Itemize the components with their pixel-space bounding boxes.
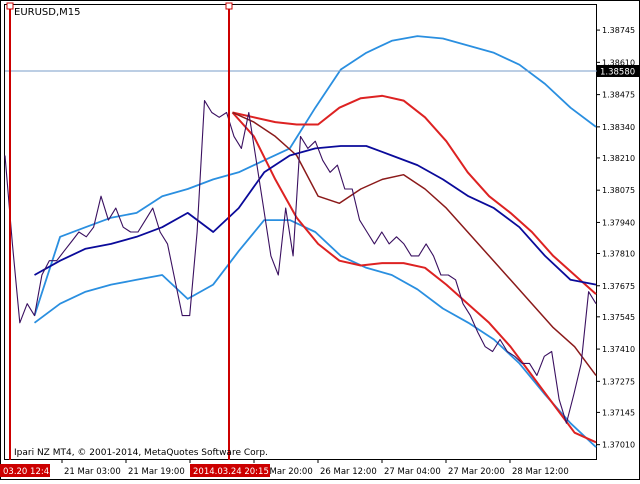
price-tick-label: 1.38610 [602, 58, 635, 67]
price-tick-label: 1.37545 [602, 313, 635, 322]
series-blue-upper [33, 35, 597, 316]
time-tick-label: 21 Mar 03:00 [64, 467, 121, 477]
copyright-text: Ipari NZ MT4, © 2001-2014, MetaQuotes So… [14, 448, 268, 458]
marker-1-date-label: 03.20 12:45 [3, 467, 55, 477]
price-tick-label: 1.37410 [602, 345, 635, 354]
price-tick-label: 1.37940 [602, 218, 635, 227]
price-tick-label: 1.38745 [602, 26, 635, 35]
marker-2-date-label: 2014.03.24 20:15 [193, 467, 269, 477]
time-tick-label: 28 Mar 12:00 [512, 467, 569, 477]
vline-marker-2-handle[interactable] [225, 2, 233, 10]
current-price-label: 1.38580 [600, 68, 635, 78]
marker-1-date-bg [0, 464, 50, 477]
price-axis[interactable]: 1.38745 1.38610 1.38475 1.38340 1.38210 1.380… [596, 26, 635, 450]
vline-marker-1-handle[interactable] [6, 2, 14, 10]
price-tick-label: 1.38475 [602, 91, 635, 100]
marker-2-date-bg [190, 464, 270, 477]
price-tick-label: 1.37675 [602, 282, 635, 291]
series-maroon [232, 111, 597, 376]
price-tick-label: 1.37010 [602, 441, 635, 450]
series-red-upper [232, 94, 597, 295]
series-navy-mid [34, 145, 597, 286]
series-price [4, 100, 597, 424]
chart-title: EURUSD,M15 [14, 7, 80, 18]
plot-area-border [4, 4, 597, 460]
time-tick-label: 27 Mar 04:00 [384, 467, 441, 477]
price-tick-label: 1.37810 [602, 250, 635, 259]
current-price-label-bg [597, 65, 640, 77]
price-tick-label: 1.37275 [602, 377, 635, 386]
price-tick-label: 1.37145 [602, 408, 635, 417]
time-tick-label: 27 Mar 20:00 [448, 467, 505, 477]
time-tick-label: 21 Mar 19:00 [128, 467, 185, 477]
series-blue-lower [33, 219, 597, 448]
price-tick-label: 1.38210 [602, 154, 635, 163]
time-tick-label: 25 Mar 20:00 [256, 467, 313, 477]
series-red-lower [231, 111, 597, 444]
price-tick-label: 1.38340 [602, 123, 635, 132]
indicator-series [4, 35, 597, 448]
price-tick-label: 1.38075 [602, 186, 635, 195]
time-tick-label: 26 Mar 12:00 [320, 467, 377, 477]
